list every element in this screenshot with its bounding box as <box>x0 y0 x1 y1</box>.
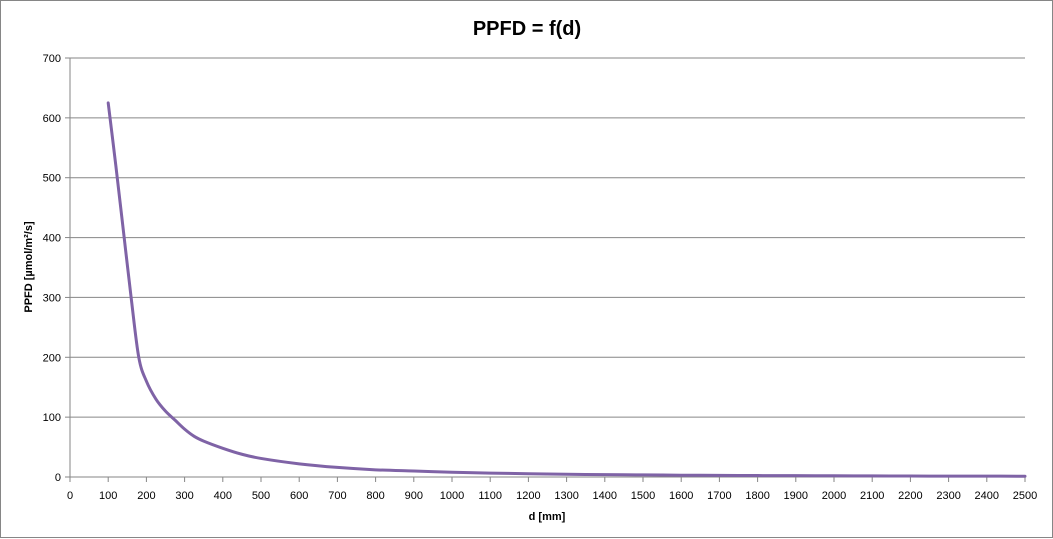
x-tick-label: 200 <box>137 490 155 502</box>
x-tick-label: 2500 <box>1013 490 1037 502</box>
gridlines <box>70 57 1025 418</box>
y-tick-label: 700 <box>43 53 61 65</box>
x-tick-label: 300 <box>175 490 193 502</box>
x-tick-label: 2100 <box>860 490 884 502</box>
y-tick-label: 500 <box>43 173 61 185</box>
x-tick-label: 2200 <box>898 490 922 502</box>
x-tick-label: 1200 <box>516 490 540 502</box>
x-tick-label: 1100 <box>478 490 502 502</box>
x-tick-label: 800 <box>366 490 384 502</box>
y-tick-label: 300 <box>43 292 61 304</box>
chart-title: PPFD = f(d) <box>473 18 581 40</box>
x-tick-labels: 0 100 200 300 400 500 600 700 800 900 1000 1100 1200… <box>67 490 1037 502</box>
x-tick-label: 1600 <box>669 490 693 502</box>
x-tick-label: 700 <box>328 490 346 502</box>
y-tick-label: 600 <box>43 113 61 125</box>
x-tick-label: 1400 <box>593 490 617 502</box>
x-tick-label: 900 <box>405 490 423 502</box>
x-tick-label: 1700 <box>707 490 731 502</box>
series-line-ppfd <box>106 101 1027 478</box>
x-tick-label: 2400 <box>975 490 999 502</box>
x-tick-label: 100 <box>99 490 117 502</box>
y-tick-label: 100 <box>43 412 61 424</box>
x-axis-title: d [mm] <box>529 511 566 523</box>
x-tick-label: 1000 <box>440 490 464 502</box>
x-tick-label: 1800 <box>745 490 769 502</box>
x-tick-label: 1900 <box>784 490 808 502</box>
y-tick-label: 0 <box>55 472 61 484</box>
y-tick-labels: 0 100 200 300 400 500 600 700 <box>43 53 61 484</box>
series-layer <box>106 101 1027 478</box>
x-tick-label: 400 <box>214 490 232 502</box>
y-tick-label: 400 <box>43 233 61 245</box>
y-tick-label: 200 <box>43 352 61 364</box>
x-tick-label: 600 <box>290 490 308 502</box>
x-tick-label: 2300 <box>936 490 960 502</box>
x-tick-label: 2000 <box>822 490 846 502</box>
x-tick-label: 500 <box>252 490 270 502</box>
y-axis-title: PPFD [µmol/m²/s] <box>23 221 35 313</box>
x-tick-label: 1500 <box>631 490 655 502</box>
x-tick-label: 0 <box>67 490 73 502</box>
axes <box>65 57 1026 482</box>
x-tick-label: 1300 <box>554 490 578 502</box>
